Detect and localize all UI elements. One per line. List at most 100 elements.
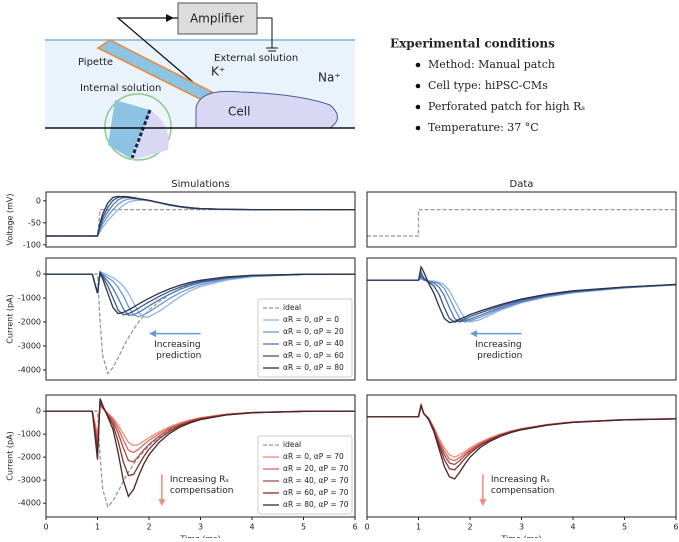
y-tick-label: 0	[36, 270, 41, 279]
annotation: Increasing Rₛ	[170, 475, 229, 485]
legend-label: ideal	[283, 440, 301, 449]
panel-title: Data	[510, 179, 534, 190]
series-line	[367, 403, 677, 466]
pipette	[96, 39, 214, 101]
annotation-arrowhead	[158, 499, 166, 507]
panel: Current (pA) -4000 -3000 -2000 -1000 0 Increas…	[6, 257, 356, 381]
setup-diagram: Amplifier External solution Pipette Inte…	[45, 2, 355, 161]
x-tick-label: 0	[364, 523, 369, 532]
y-tick-label: 0	[36, 196, 41, 205]
y-tick-label: -100	[23, 240, 41, 249]
panel-title: Simulations	[171, 179, 229, 190]
plot-frame	[45, 191, 356, 248]
x-tick-label: 1	[95, 523, 100, 532]
annotation: Increasing Rₛ	[491, 475, 550, 485]
series-line	[367, 404, 677, 458]
bullet	[415, 125, 421, 131]
y-tick-label: -2000	[18, 453, 41, 462]
amplifier-box	[177, 2, 258, 35]
series-line	[367, 269, 677, 323]
legend-label: αR = 0, αP = 60	[283, 351, 344, 360]
y-axis-label: Voltage (mV)	[6, 193, 15, 245]
zoom-membrane	[130, 109, 152, 159]
y-axis-label: Current (pA)	[6, 431, 15, 480]
ground-wire	[257, 17, 273, 48]
series-line	[46, 195, 355, 237]
cell-label: Cell	[228, 105, 250, 119]
y-tick-label: -3000	[18, 476, 41, 485]
series-line	[367, 402, 677, 471]
legend-label: αR = 40, αP = 70	[283, 476, 349, 485]
x-tick-label: 3	[519, 523, 524, 532]
panel: Data	[366, 179, 677, 248]
x-tick-label: 4	[249, 523, 254, 532]
x-tick-label: 6	[673, 523, 678, 532]
wire-arrow	[166, 14, 174, 22]
pipette-label: Pipette	[78, 57, 113, 68]
plot-frame	[45, 257, 356, 381]
annotation-arrowhead	[470, 330, 477, 338]
bullet	[415, 83, 421, 89]
legend-label: αR = 60, αP = 70	[283, 488, 349, 497]
conditions: Experimental conditions	[390, 37, 555, 51]
x-tick-label: 5	[622, 523, 627, 532]
legend-label: αR = 80, αP = 70	[283, 500, 349, 509]
series-line	[367, 403, 677, 462]
amplifier-label: Amplifier	[190, 12, 244, 26]
condition-item: Cell type: hiPSC-CMs	[428, 79, 548, 92]
condition-item: Temperature: 37 °C	[428, 121, 539, 134]
condition-item: Perforated patch for high Rₛ	[428, 100, 585, 113]
external-label: External solution	[214, 53, 298, 64]
x-axis-label: Time (ms)	[500, 535, 541, 539]
y-tick-label: -4000	[18, 365, 41, 374]
zoom-pipette	[108, 100, 150, 158]
legend-label: αR = 0, αP = 70	[283, 452, 344, 461]
legend-label: αR = 20, αP = 70	[283, 464, 349, 473]
series-line	[367, 404, 677, 480]
bullet	[415, 62, 421, 68]
x-tick-label: 2	[467, 523, 472, 532]
series-line	[46, 197, 355, 237]
x-tick-label: 1	[416, 523, 421, 532]
series-line	[46, 195, 355, 237]
bullet	[415, 104, 421, 110]
plot-frame	[366, 257, 677, 381]
x-tick-label: 0	[43, 523, 48, 532]
cell	[195, 90, 338, 129]
x-tick-label: 2	[146, 523, 151, 532]
series-line	[367, 274, 677, 323]
y-tick-label: -2000	[18, 317, 41, 326]
annotation-arrowhead	[149, 330, 156, 338]
annotation: prediction	[477, 351, 522, 361]
annotation: compensation	[491, 486, 555, 496]
x-tick-label: 6	[352, 523, 357, 532]
plot-frame	[366, 394, 677, 518]
internal-label: Internal solution	[80, 83, 161, 94]
y-tick-label: -3000	[18, 341, 41, 350]
x-tick-label: 4	[570, 523, 575, 532]
legend-label: ideal	[283, 303, 301, 312]
zoom-cell	[132, 110, 169, 160]
series-line	[46, 196, 355, 237]
plot-frame	[45, 394, 356, 518]
series-line	[46, 398, 356, 498]
annotation: Increasing	[154, 340, 200, 350]
y-axis-label: Current (pA)	[6, 294, 15, 343]
potassium-label: K⁺	[211, 65, 225, 79]
y-tick-label: -50	[28, 218, 41, 227]
wire	[116, 17, 201, 89]
y-tick-label: -1000	[18, 430, 41, 439]
panel: Current (pA) Time (ms) -4000 -3000 -2000 -100…	[6, 394, 358, 542]
x-axis-label: Time (ms)	[179, 535, 220, 539]
annotation: prediction	[156, 351, 201, 361]
y-tick-label: -1000	[18, 294, 41, 303]
annotation-arrowhead	[479, 499, 487, 507]
series-line	[46, 270, 356, 316]
sodium-label: Na⁺	[318, 71, 341, 85]
series-line	[46, 208, 355, 237]
series-line	[46, 270, 356, 315]
series-line	[367, 264, 677, 324]
condition-item: Method: Manual patch	[428, 58, 555, 71]
conditions-title: Experimental conditions	[390, 37, 555, 51]
